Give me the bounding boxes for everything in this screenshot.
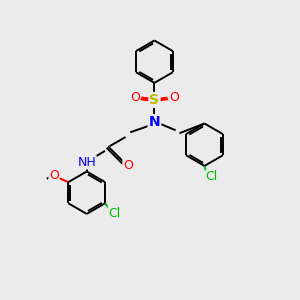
Text: Cl: Cl (108, 206, 121, 220)
Text: O: O (123, 159, 133, 172)
Text: N: N (148, 115, 160, 129)
Text: O: O (49, 169, 59, 182)
Text: NH: NH (77, 156, 96, 169)
Text: O: O (130, 91, 140, 104)
Text: Cl: Cl (206, 170, 218, 183)
Text: S: S (149, 93, 159, 107)
Text: O: O (169, 91, 179, 104)
